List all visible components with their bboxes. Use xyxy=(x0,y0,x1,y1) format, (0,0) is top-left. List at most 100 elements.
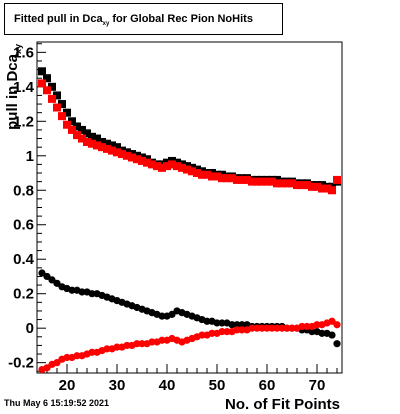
data-point-square xyxy=(73,131,81,140)
data-point-square xyxy=(133,155,141,164)
data-point-square xyxy=(98,143,106,152)
data-point-circle xyxy=(303,322,311,331)
x-tick-label: 30 xyxy=(109,377,126,394)
x-tick-label: 70 xyxy=(309,377,326,394)
data-point-square xyxy=(158,163,166,172)
data-point-square xyxy=(168,160,176,169)
data-point-square xyxy=(98,137,106,146)
data-point-circle xyxy=(313,321,321,329)
y-tick-label: 0.4 xyxy=(13,251,35,268)
data-point-circle xyxy=(308,328,316,336)
data-point-square xyxy=(183,165,191,174)
data-point-circle xyxy=(258,324,266,332)
data-point-square xyxy=(93,141,101,150)
data-point-square xyxy=(213,172,221,181)
axis-tick-labels: 20 30 40 50 60 70 -0.2 0 0.2 0.4 0.6 0.8 1 1.2 1.4 1.6 xyxy=(8,44,325,394)
data-point-circle xyxy=(333,340,341,348)
data-point-square xyxy=(163,162,171,171)
y-tick-label: 0.6 xyxy=(13,217,34,234)
data-point-square xyxy=(113,143,121,152)
timestamp: Thu May 6 15:19:52 2021 xyxy=(4,398,110,408)
data-point-circle xyxy=(78,288,86,296)
data-point-square xyxy=(78,125,86,134)
data-point-square xyxy=(143,158,151,167)
data-point-circle xyxy=(263,324,271,332)
x-axis-title: No. of Fit Points xyxy=(225,396,340,413)
data-point-square xyxy=(173,162,181,171)
data-point-square xyxy=(283,179,291,188)
data-point-square xyxy=(313,182,321,191)
data-point-circle xyxy=(248,324,256,332)
data-point-square xyxy=(293,181,301,190)
data-point-square xyxy=(198,170,206,179)
data-point-square xyxy=(58,100,66,109)
data-point-square xyxy=(253,177,261,186)
data-point-square xyxy=(218,174,226,183)
data-point-circle xyxy=(63,353,71,362)
data-point-circle xyxy=(253,324,261,332)
data-point-square xyxy=(153,162,161,171)
data-point-square xyxy=(53,103,61,112)
data-point-circle xyxy=(228,321,236,329)
data-point-square xyxy=(63,108,71,117)
data-point-square xyxy=(138,156,146,165)
data-point-circle xyxy=(233,321,241,329)
data-point-square xyxy=(63,120,71,129)
x-tick-label: 60 xyxy=(259,377,276,394)
data-point-square xyxy=(308,182,316,191)
data-point-square xyxy=(73,122,81,131)
data-point-square xyxy=(58,112,66,121)
y-axis-title: pull in Dcaxy xyxy=(4,44,23,130)
y-tick-label: 1.2 xyxy=(13,113,34,130)
data-point-square xyxy=(88,132,96,141)
data-point-circle xyxy=(328,331,336,339)
data-point-square xyxy=(258,177,266,186)
chart-title: Fitted pull in Dcaxy for Global Rec Pion… xyxy=(4,3,283,35)
data-point-square xyxy=(193,169,201,178)
data-point-circle xyxy=(213,319,221,327)
data-point-circle xyxy=(268,324,276,332)
data-point-square xyxy=(148,160,156,169)
data-point-circle xyxy=(278,324,286,332)
data-point-circle xyxy=(238,321,246,329)
data-point-circle xyxy=(273,324,281,332)
data-point-square xyxy=(278,179,286,188)
data-point-square xyxy=(263,177,271,186)
data-point-square xyxy=(128,153,136,162)
data-point-circle xyxy=(68,286,76,294)
y-tick-label: 0.8 xyxy=(13,182,34,199)
data-point-square xyxy=(188,167,196,176)
data-point-square xyxy=(103,139,111,148)
data-point-circle xyxy=(208,329,216,337)
data-point-square xyxy=(233,175,241,184)
data-point-square xyxy=(53,91,61,100)
data-point-square xyxy=(103,144,111,153)
data-point-square xyxy=(303,181,311,190)
data-point-square xyxy=(238,175,246,184)
data-point-square xyxy=(118,150,126,159)
data-point-square xyxy=(288,179,296,188)
data-point-square xyxy=(48,82,56,91)
data-point-square xyxy=(123,151,131,160)
data-point-square xyxy=(208,172,216,181)
data-point-circle xyxy=(233,326,241,334)
y-tick-label: 1.6 xyxy=(13,44,34,61)
data-point-square xyxy=(323,184,331,193)
data-point-square xyxy=(298,181,306,190)
chart-title-text: Fitted pull in Dca xyxy=(14,13,103,25)
data-markers xyxy=(38,67,341,374)
data-point-square xyxy=(318,184,326,193)
data-point-circle xyxy=(223,328,231,336)
data-point-square xyxy=(78,134,86,143)
data-point-square xyxy=(38,67,46,76)
data-point-circle xyxy=(288,324,296,332)
axis-ticks xyxy=(36,43,338,373)
data-point-square xyxy=(43,74,51,83)
y-tick-label: 1 xyxy=(26,148,34,165)
x-tick-label: 20 xyxy=(59,377,76,394)
data-point-circle xyxy=(88,290,96,298)
data-point-square xyxy=(223,174,231,183)
data-point-square xyxy=(268,177,276,186)
data-point-square xyxy=(203,170,211,179)
